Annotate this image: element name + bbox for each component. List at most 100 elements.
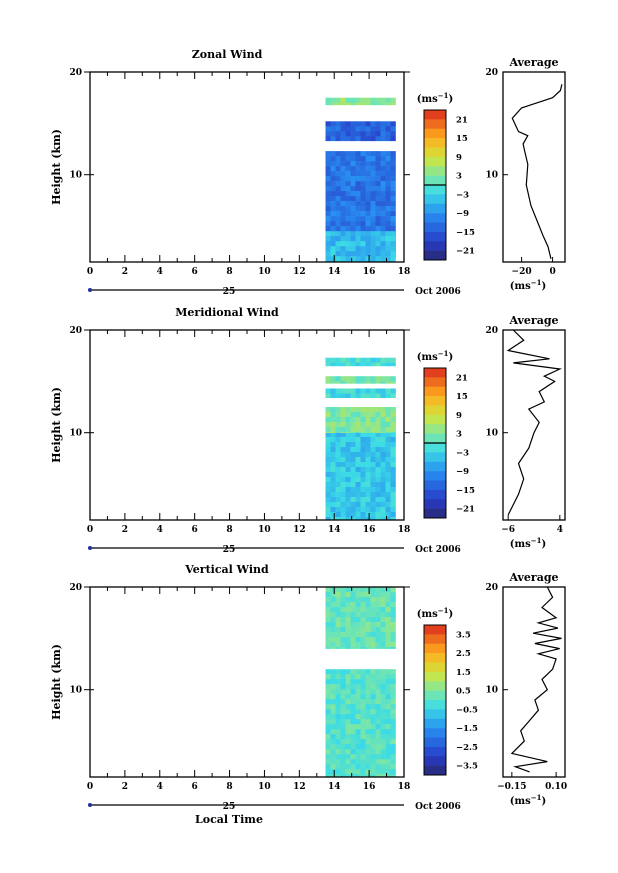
- heatmap-cell: [330, 181, 336, 187]
- heatmap-cell: [350, 632, 356, 638]
- heatmap-cell: [330, 674, 336, 680]
- heatmap-cell: [340, 477, 346, 483]
- heatmap-cell: [380, 131, 386, 137]
- heatmap-cell: [385, 412, 391, 418]
- heatmap-cell: [325, 482, 331, 488]
- heatmap-cell: [340, 422, 346, 428]
- heatmap-cell: [345, 689, 351, 695]
- heatmap-cell: [370, 709, 376, 715]
- heatmap-cell: [375, 627, 381, 633]
- heatmap-cell: [365, 592, 371, 598]
- heatmap-cell: [355, 206, 361, 212]
- heatmap-cell: [370, 597, 376, 603]
- colorbar-segment: [424, 480, 446, 491]
- heatmap-cell: [330, 699, 336, 705]
- heatmap-cell: [345, 136, 351, 142]
- heatmap-cell: [325, 622, 331, 628]
- heatmap-cell: [385, 647, 391, 649]
- heatmap-cell: [350, 151, 356, 157]
- heatmap-cell: [345, 637, 351, 643]
- heatmap-cell: [325, 376, 331, 382]
- heatmap-cell: [380, 754, 386, 760]
- heatmap-cell: [355, 502, 361, 508]
- heatmap-cell: [340, 196, 346, 202]
- heatmap-cell: [355, 151, 361, 157]
- date-day-label: 25: [223, 802, 236, 812]
- heatmap-cell: [360, 176, 366, 182]
- heatmap-cell: [385, 191, 391, 197]
- x-tick-label: 2: [122, 782, 128, 792]
- heatmap-cell: [325, 704, 331, 710]
- heatmap-cell: [390, 587, 396, 593]
- heatmap-cell: [350, 427, 356, 433]
- heatmap-cell: [355, 754, 361, 760]
- heatmap-cell: [360, 452, 366, 458]
- heatmap-cell: [330, 136, 336, 142]
- heatmap-cell: [385, 437, 391, 443]
- heatmap-cell: [345, 181, 351, 187]
- heatmap-cell: [335, 744, 341, 750]
- heatmap-cell: [365, 517, 371, 521]
- heatmap-cell: [335, 769, 341, 775]
- heatmap-cell: [330, 694, 336, 700]
- heatmap-cell: [370, 482, 376, 488]
- heatmap-cell: [330, 412, 336, 418]
- heatmap-cell: [360, 131, 366, 137]
- heatmap-cell: [385, 689, 391, 695]
- heatmap-cell: [370, 592, 376, 598]
- heatmap-cell: [365, 637, 371, 643]
- heatmap-cell: [335, 759, 341, 765]
- heatmap-cell: [340, 246, 346, 252]
- heatmap-cell: [350, 507, 356, 513]
- heatmap-cell: [350, 477, 356, 483]
- colorbar-segment: [424, 746, 446, 757]
- heatmap-cell: [350, 642, 356, 648]
- heatmap-cell: [370, 729, 376, 735]
- heatmap-cell: [330, 647, 336, 649]
- heatmap-cell: [365, 407, 371, 413]
- heatmap-cell: [370, 612, 376, 618]
- heatmap-cell: [370, 151, 376, 157]
- heatmap-cell: [335, 186, 341, 192]
- heatmap-cell: [360, 607, 366, 613]
- heatmap-cell: [370, 186, 376, 192]
- heatmap-cell: [335, 679, 341, 685]
- heatmap-cell: [360, 744, 366, 750]
- heatmap-cell: [365, 131, 371, 137]
- heatmap-cell: [375, 422, 381, 428]
- heatmap-cell: [360, 102, 366, 106]
- heatmap-cell: [385, 186, 391, 192]
- heatmap-cell: [385, 432, 391, 433]
- heatmap-cell: [345, 684, 351, 690]
- heatmap-cell: [385, 166, 391, 172]
- heatmap-cell: [370, 452, 376, 458]
- heatmap-cell: [390, 166, 396, 172]
- heatmap-cell: [330, 739, 336, 745]
- heatmap-cell: [370, 462, 376, 468]
- heatmap-cell: [345, 617, 351, 623]
- x-tick-label: 14: [328, 267, 341, 277]
- heatmap-cell: [335, 602, 341, 608]
- heatmap-cell: [375, 393, 381, 399]
- heatmap-cell: [360, 221, 366, 227]
- heatmap-cell: [330, 669, 336, 675]
- heatmap-cell: [350, 502, 356, 508]
- colorbar-unit: (ms−1): [417, 91, 453, 106]
- heatmap-cell: [370, 432, 376, 433]
- heatmap-cell: [330, 729, 336, 735]
- heatmap-cell: [385, 211, 391, 217]
- heatmap-cell: [365, 774, 371, 778]
- heatmap-cell: [350, 376, 356, 382]
- heatmap-cell: [360, 669, 366, 675]
- heatmap-cell: [380, 136, 386, 142]
- heatmap-cell: [390, 381, 396, 384]
- heatmap-cell: [340, 156, 346, 162]
- heatmap-cell: [350, 637, 356, 643]
- heatmap-cell: [370, 407, 376, 413]
- heatmap-cell: [370, 754, 376, 760]
- heatmap-cell: [390, 388, 396, 394]
- heatmap-cell: [360, 186, 366, 192]
- heatmap-cell: [325, 462, 331, 468]
- y-axis-label: Height (km): [50, 644, 63, 720]
- heatmap-cell: [360, 709, 366, 715]
